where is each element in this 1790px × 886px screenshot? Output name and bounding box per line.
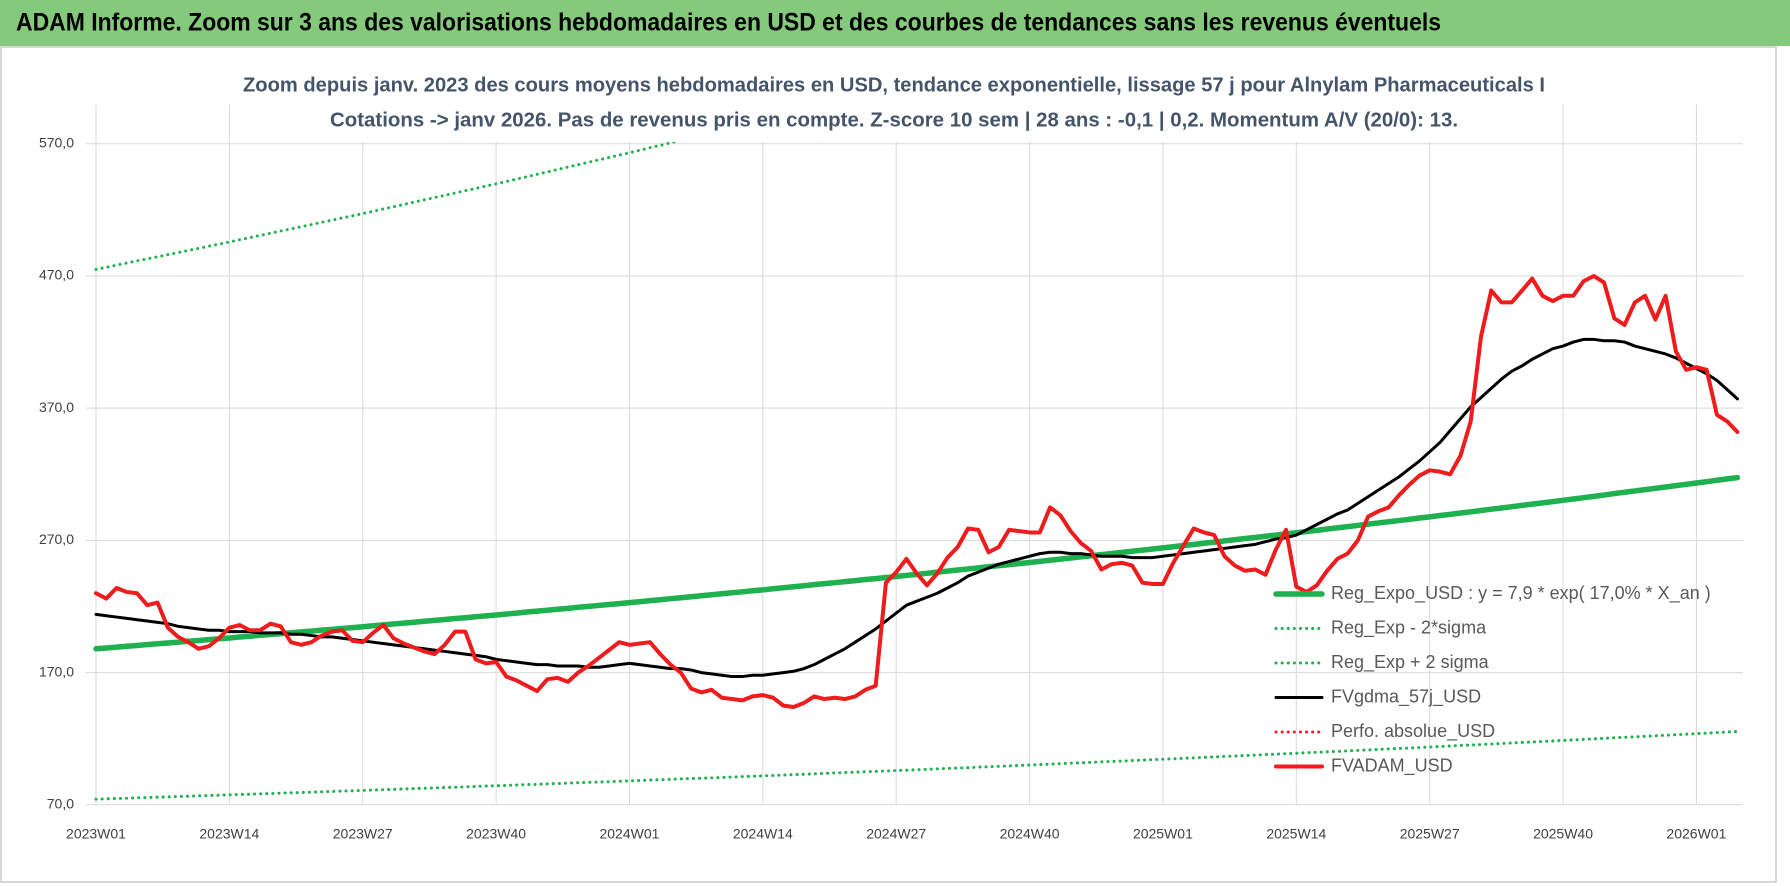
chart-subtitle: Cotations -> janv 2026. Pas de revenus p…	[330, 109, 1458, 131]
x-tick-label: 2024W40	[1000, 826, 1060, 842]
y-tick-label: 470,0	[39, 267, 74, 283]
y-tick-label: 270,0	[39, 531, 74, 547]
legend-label: FVADAM_USD	[1331, 755, 1453, 776]
series-line	[94, 337, 1739, 679]
x-tick-label: 2023W27	[333, 826, 393, 842]
x-tick-label: 2025W27	[1400, 826, 1460, 842]
x-tick-label: 2023W01	[66, 826, 126, 842]
legend-label: Perfo. absolue_USD	[1331, 721, 1495, 742]
x-tick-label: 2023W40	[466, 826, 526, 842]
legend-label: FVgdma_57j_USD	[1331, 686, 1481, 707]
y-tick-label: 70,0	[47, 796, 74, 812]
chart-title: Zoom depuis janv. 2023 des cours moyens …	[243, 74, 1545, 96]
header-bar	[0, 0, 1790, 46]
legend-label: Reg_Exp + 2 sigma	[1331, 652, 1490, 673]
x-tick-label: 2023W14	[199, 826, 259, 842]
x-tick-label: 2025W40	[1533, 826, 1593, 842]
y-tick-label: 170,0	[39, 663, 74, 679]
header-title: ADAM Informe. Zoom sur 3 ans des valoris…	[16, 9, 1441, 37]
title-box	[236, 66, 1558, 142]
x-tick-label: 2026W01	[1666, 826, 1726, 842]
chart-frame	[0, 46, 1777, 883]
series-line	[94, 273, 1740, 709]
x-tick-label: 2024W01	[599, 826, 659, 842]
x-tick-label: 2025W01	[1133, 826, 1193, 842]
y-tick-label: 570,0	[39, 134, 74, 150]
legend-label: Reg_Expo_USD : y = 7,9 * exp( 17,0% * X_…	[1331, 583, 1711, 604]
legend-label: Reg_Exp - 2*sigma	[1331, 617, 1487, 638]
series-line	[94, 729, 1739, 801]
x-tick-label: 2024W27	[866, 826, 926, 842]
x-tick-label: 2024W14	[733, 826, 793, 842]
x-tick-label: 2025W14	[1266, 826, 1326, 842]
y-tick-label: 370,0	[39, 399, 74, 415]
series-line	[94, 104, 834, 271]
